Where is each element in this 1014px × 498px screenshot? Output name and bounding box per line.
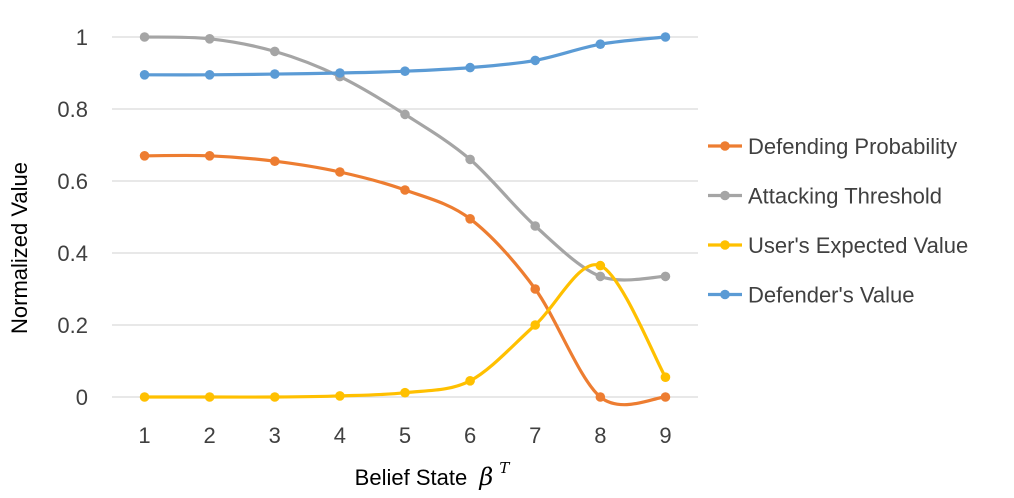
x-axis-title-superscript: T — [499, 459, 510, 477]
gridlines — [112, 36, 698, 398]
series-2 — [139, 260, 671, 402]
series-3 — [139, 32, 671, 80]
data-point — [269, 392, 280, 402]
data-point — [400, 66, 410, 76]
data-point — [400, 387, 410, 398]
series-0 — [139, 151, 671, 407]
legend-swatch-marker — [720, 190, 730, 201]
data-point — [335, 167, 345, 177]
data-point — [530, 284, 541, 294]
legend-label: Defending Probability — [748, 134, 957, 159]
x-tick-label: 6 — [464, 423, 476, 448]
data-point — [660, 372, 671, 383]
series-line — [142, 263, 668, 399]
data-point — [595, 260, 606, 271]
data-point — [465, 154, 475, 165]
x-tick-label: 7 — [529, 423, 541, 448]
data-point — [269, 156, 280, 166]
x-tick-label: 1 — [138, 423, 150, 448]
x-tick-label: 8 — [594, 423, 606, 448]
data-point — [204, 151, 215, 161]
legend-swatch-marker — [720, 289, 730, 300]
y-tick-label: 0.8 — [57, 97, 88, 122]
legend-item: Attacking Threshold — [708, 184, 942, 209]
legend-item: Defender's Value — [708, 283, 914, 308]
legend: Defending Probability Attacking Threshold… — [708, 134, 968, 308]
x-tick-label: 3 — [269, 423, 281, 448]
data-point — [595, 392, 606, 402]
data-point — [139, 151, 150, 161]
data-point — [335, 68, 345, 78]
x-axis-title: Belief State β T — [355, 459, 511, 491]
series-line — [142, 153, 668, 407]
x-tick-label: 5 — [399, 423, 411, 448]
legend-label: Attacking Threshold — [748, 184, 942, 209]
legend-item: Defending Probability — [708, 134, 957, 159]
data-point — [660, 271, 671, 282]
data-point — [139, 70, 150, 80]
data-point — [530, 55, 541, 66]
y-axis-ticks: 0 0.2 0.4 0.6 0.8 1 — [57, 25, 88, 410]
data-point — [204, 34, 215, 44]
data-point — [139, 32, 150, 42]
x-tick-label: 9 — [659, 423, 671, 448]
data-point — [465, 214, 475, 224]
data-point — [204, 70, 215, 80]
data-point — [530, 221, 541, 231]
y-tick-label: 0 — [76, 385, 88, 410]
legend-swatch-marker — [720, 240, 730, 250]
data-point — [660, 392, 671, 402]
data-point — [400, 185, 410, 195]
data-point — [660, 32, 671, 42]
y-tick-label: 0.6 — [57, 169, 88, 194]
data-point — [269, 69, 280, 79]
series-lines — [139, 32, 671, 407]
legend-item: User's Expected Value — [708, 233, 968, 258]
y-tick-label: 0.2 — [57, 313, 88, 338]
data-point — [595, 39, 606, 49]
data-point — [465, 376, 475, 386]
data-point — [465, 62, 475, 73]
data-point — [204, 392, 215, 402]
y-tick-label: 1 — [76, 25, 88, 50]
data-point — [400, 109, 410, 120]
x-axis-title-beta: β — [478, 463, 493, 491]
x-tick-label: 4 — [334, 423, 346, 448]
legend-label: User's Expected Value — [748, 233, 968, 258]
y-axis-title: Normalized Value — [7, 162, 32, 334]
legend-swatch-marker — [720, 141, 730, 151]
legend-label: Defender's Value — [748, 283, 914, 308]
x-axis-ticks: 1 2 3 4 5 6 7 8 9 — [138, 423, 671, 448]
y-tick-label: 0.4 — [57, 241, 88, 266]
data-point — [530, 320, 541, 330]
x-axis-title-text: Belief State — [355, 465, 468, 490]
data-point — [595, 271, 606, 282]
data-point — [335, 391, 345, 401]
data-point — [139, 392, 150, 402]
x-tick-label: 2 — [204, 423, 216, 448]
data-point — [269, 46, 280, 57]
